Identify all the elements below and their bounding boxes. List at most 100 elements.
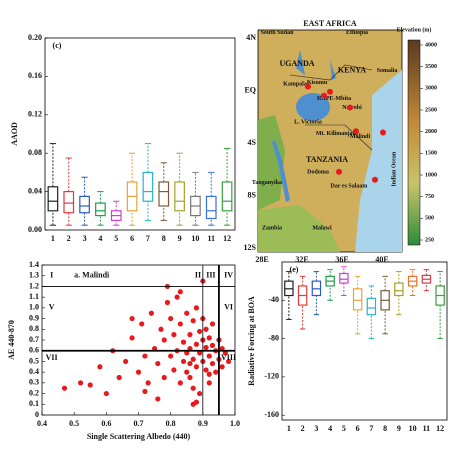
point xyxy=(178,321,183,326)
x-tick-label: 2 xyxy=(301,424,305,433)
x-tick-label: 12 xyxy=(223,234,231,243)
box xyxy=(48,187,58,211)
x-tick-label: 1 xyxy=(287,424,291,433)
point xyxy=(207,353,212,358)
point xyxy=(203,345,208,350)
point xyxy=(149,311,154,316)
point xyxy=(184,370,189,375)
y-tick-label: 0.20 xyxy=(28,33,42,42)
colorbar xyxy=(408,40,420,245)
x-tick-label: 2 xyxy=(67,234,71,243)
place-label: Dodoma xyxy=(307,169,329,175)
map-title: EAST AFRICA xyxy=(303,19,357,28)
colorbar-tick-label: 750 xyxy=(425,194,434,200)
point xyxy=(158,327,163,332)
x-tick-label: 6 xyxy=(356,424,360,433)
place-label: South Sudan xyxy=(261,30,295,36)
point xyxy=(203,367,208,372)
y-tick-label: 0.2 xyxy=(29,388,39,397)
x-tick-label: 3 xyxy=(314,424,318,433)
y-tick-label: 1.1 xyxy=(29,292,39,301)
place-label: KENYA xyxy=(338,66,366,75)
point xyxy=(191,386,196,391)
x-tick-label: 0.7 xyxy=(134,419,144,428)
box xyxy=(80,196,90,212)
y-tick-label: 0.04 xyxy=(28,186,42,195)
point xyxy=(168,353,173,358)
x-tick-label: 8 xyxy=(383,424,387,433)
y-tick-label: -80 xyxy=(268,333,279,342)
y-tick-label: -40 xyxy=(268,295,279,304)
x-tick-label: 10 xyxy=(409,424,417,433)
y-tick-label: 0.1 xyxy=(29,399,39,408)
x-axis-label: Single Scattering Albedo (440) xyxy=(87,432,191,441)
region-label: V xyxy=(49,303,55,312)
place-label: Malindi xyxy=(350,134,371,140)
colorbar-tick-label: 1000 xyxy=(425,172,437,178)
y-tick-label: 0.08 xyxy=(28,148,42,157)
box xyxy=(354,289,362,310)
y-tick-label: 0.4 xyxy=(29,367,39,376)
point xyxy=(104,391,109,396)
point xyxy=(168,316,173,321)
figure: 0.000.040.080.120.160.20AAOD123456789101… xyxy=(0,0,455,450)
box xyxy=(175,182,185,211)
point xyxy=(165,300,170,305)
y-tick-label: 0.3 xyxy=(29,378,39,387)
y-tick-label: -160 xyxy=(264,410,279,419)
x-tick-label: 0.6 xyxy=(101,419,111,428)
region-label: II xyxy=(195,271,201,280)
point xyxy=(194,305,199,310)
point xyxy=(178,380,183,385)
y-tick-label: 0 xyxy=(35,410,39,419)
place-label: Dar es Salaam xyxy=(331,184,368,190)
point xyxy=(187,361,192,366)
y-tick-label: 0.5 xyxy=(29,356,39,365)
lat-label: 4N xyxy=(246,33,256,42)
point xyxy=(207,372,212,377)
place-label: UGANDA xyxy=(279,59,314,68)
region-label: VIII xyxy=(221,353,236,362)
point xyxy=(97,364,102,369)
x-tick-label: 11 xyxy=(207,234,215,243)
lon-label: 32E xyxy=(295,255,308,264)
point xyxy=(191,318,196,323)
point xyxy=(181,359,186,364)
point xyxy=(62,386,67,391)
x-tick-label: 7 xyxy=(146,234,150,243)
box xyxy=(159,182,169,206)
panel-label: (c) xyxy=(53,41,62,50)
lat-label: 4S xyxy=(248,138,257,147)
point xyxy=(162,337,167,342)
x-tick-label: 0.8 xyxy=(166,419,176,428)
place-label: Indian Ocean xyxy=(391,151,397,187)
y-axis-label: Radiative Forcing at BOA xyxy=(247,296,256,386)
point xyxy=(187,332,192,337)
point xyxy=(210,343,215,348)
x-tick-label: 0.9 xyxy=(198,419,208,428)
lat-label: EQ xyxy=(244,85,256,94)
box xyxy=(207,196,217,218)
y-tick-label: 0.12 xyxy=(28,110,42,119)
box xyxy=(96,203,106,215)
region-label: VII xyxy=(46,353,58,362)
y-tick-label: 0.8 xyxy=(29,324,39,333)
plot-frame xyxy=(42,265,235,415)
site-marker xyxy=(321,93,327,99)
point xyxy=(213,370,218,375)
point xyxy=(197,329,202,334)
point xyxy=(203,327,208,332)
point xyxy=(162,375,167,380)
point xyxy=(220,364,225,369)
point xyxy=(78,380,83,385)
place-label: Ethiopia xyxy=(346,30,368,36)
y-axis-label: AAOD xyxy=(10,122,19,146)
y-tick-label: 0.00 xyxy=(28,225,42,234)
site-marker xyxy=(380,130,386,136)
point xyxy=(117,375,122,380)
region-label: IV xyxy=(224,271,233,280)
point xyxy=(146,380,151,385)
place-label: Kisumu xyxy=(307,80,328,86)
point xyxy=(194,400,199,405)
point xyxy=(171,367,176,372)
